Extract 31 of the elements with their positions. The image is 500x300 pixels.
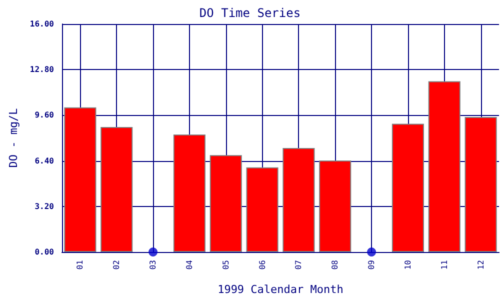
bar [392,124,424,252]
y-tick-label: 3.20 [34,202,54,211]
x-tick-label: 07 [294,260,304,270]
x-tick-label: 04 [184,260,194,270]
x-tick-label: 05 [221,260,230,270]
x-tick-label: 12 [476,260,486,270]
bar [464,117,497,252]
y-axis-title: DO - mg/L [7,108,20,168]
bar [319,160,352,252]
y-tick-label: 9.60 [34,110,54,120]
x-tick-label: 02 [112,260,122,270]
chart-title: DO Time Series [199,6,301,20]
x-tick-label: 08 [330,260,340,270]
y-tick-label: 16.00 [30,20,54,28]
bar [64,107,96,252]
x-tick-label: 09 [367,260,376,270]
bar [282,148,315,252]
bar [173,134,206,252]
x-tick-label: 10 [403,260,412,270]
bar [246,167,278,252]
x-tick-label: 06 [258,260,267,270]
y-tick-label: 12.80 [30,65,54,74]
bar [100,127,133,252]
x-tick-label: 11 [440,260,449,270]
x-tick-label: 01 [76,260,85,270]
x-tick-label: 03 [148,260,158,270]
y-tick-label: 6.40 [34,156,54,166]
y-tick-label: 0.00 [34,248,54,256]
bar [210,155,242,252]
x-axis-title: 1999 Calendar Month [218,283,344,296]
bar [428,81,460,252]
